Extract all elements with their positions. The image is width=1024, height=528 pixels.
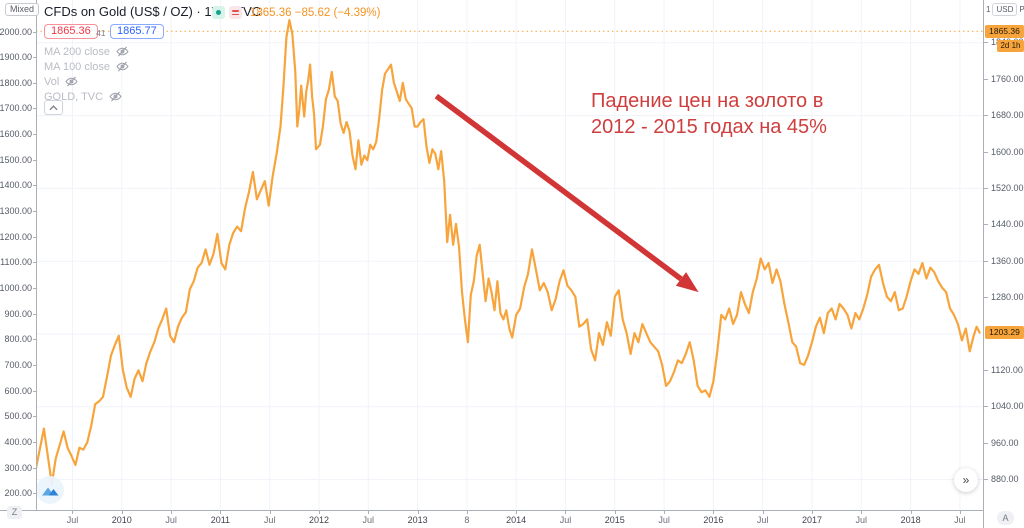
annotation-line-2: 2012 - 2015 годах на 45% [591, 116, 827, 138]
left-scale-tick-label: 200.00 [4, 488, 36, 499]
right-scale-tick-label: 1760.00 [984, 73, 1024, 84]
ma200-label: MA 200 close [44, 45, 111, 58]
legend-row-gold-overlay[interactable]: GOLD, TVC [44, 90, 122, 103]
symbol-title[interactable]: CFDs on Gold (US$ / OZ) · 1W · TVC [44, 4, 262, 19]
eye-hidden-icon[interactable] [116, 60, 129, 73]
annotation-line-1: Падение цен на золото в [591, 90, 824, 112]
right-scale-tick-label: 1600.00 [984, 146, 1024, 157]
axis-top-prefix: 1 [986, 5, 991, 14]
legend-row-ma100[interactable]: MA 100 close [44, 60, 129, 73]
ma100-label: MA 100 close [44, 60, 111, 73]
scroll-to-realtime-button[interactable]: » [954, 468, 978, 492]
right-scale-tick-label: 1120.00 [984, 364, 1023, 375]
chevron-up-icon [49, 104, 58, 110]
market-status-icon [212, 6, 225, 19]
eye-hidden-icon[interactable] [109, 90, 122, 103]
left-scale-tick-label: 1600.00 [0, 129, 36, 140]
sell-price-button[interactable]: 1865.36 [44, 24, 98, 39]
right-scale-tick-label: 1040.00 [984, 401, 1024, 412]
right-price-scale[interactable]: 1 USD P 1865.36 2d 1h 1203.29 1840.00176… [983, 0, 1024, 528]
legend-row-ma200[interactable]: MA 200 close [44, 45, 129, 58]
currency-toggle-button[interactable]: USD [992, 3, 1018, 16]
time-scale-tick-label: 2018 [894, 511, 928, 525]
quote-change-pct: (−4.39%) [333, 7, 381, 19]
current-price-badge: 1865.36 [985, 24, 1024, 38]
time-scale-tick-label: 2014 [499, 511, 533, 525]
volume-label: Vol [44, 75, 60, 88]
right-scale-tick-label: 1360.00 [984, 255, 1024, 266]
right-scale-tick-label: 880.00 [984, 474, 1019, 485]
left-scale-tick-label: 1100.00 [0, 257, 36, 268]
gold-overlay-label: GOLD, TVC [44, 90, 104, 103]
left-scale-tick-label: 600.00 [4, 385, 36, 396]
right-scale-tick-label: 1440.00 [984, 219, 1024, 230]
left-scale-tick-label: 1000.00 [0, 283, 36, 294]
last-value-badge: 1203.29 [985, 326, 1024, 339]
axis-currency-cluster: 1 USD P [986, 3, 1024, 16]
left-scale-tick-label: 1400.00 [0, 180, 36, 191]
time-scale-tick-label: Jul [253, 511, 287, 525]
eye-hidden-icon[interactable] [116, 45, 129, 58]
time-scale-tick-label: 8 [450, 511, 484, 525]
time-scale-tick-label: 2016 [696, 511, 730, 525]
time-scale-tick-label: 2013 [401, 511, 435, 525]
time-scale-tick-label: 2017 [795, 511, 829, 525]
time-scale-tick-label: Jul [351, 511, 385, 525]
scale-mode-badge[interactable]: Mixed [5, 3, 40, 16]
left-scale-tick-label: 400.00 [4, 437, 36, 448]
left-scale-tick-label: 500.00 [4, 411, 36, 422]
left-price-scale[interactable]: 2000.00 1900.00 1800.00 1700.00 1600.00 1500.… [0, 0, 37, 510]
auto-scale-button[interactable]: A [997, 511, 1014, 525]
time-scale-tick-label: 2010 [105, 511, 139, 525]
axis-top-suffix: P [1019, 5, 1024, 14]
bar-countdown-badge: 2d 1h [997, 39, 1024, 52]
time-scale-tick-label: Jul [943, 511, 977, 525]
time-scale-tick-label: Jul [647, 511, 681, 525]
right-scale-tick-label: 1520.00 [984, 182, 1024, 193]
time-scale-tick-label: Jul [746, 511, 780, 525]
left-scale-tick-label: 1500.00 [0, 154, 36, 165]
spread-value: 41 [96, 28, 106, 38]
time-scale-tick-label: 2012 [302, 511, 336, 525]
right-scale-tick-label: 1680.00 [984, 110, 1024, 121]
left-scale-tick-label: 2000.00 [0, 26, 36, 37]
annotation-text: Падение цен на золото в 2012 - 2015 года… [591, 88, 827, 140]
tradingview-logo-button[interactable] [36, 476, 64, 504]
legend-collapse-button[interactable] [44, 100, 63, 115]
left-scale-tick-label: 1700.00 [0, 103, 36, 114]
time-scale-tick-label: Jul [844, 511, 878, 525]
eye-hidden-icon[interactable] [65, 75, 78, 88]
left-scale-tick-label: 300.00 [4, 462, 36, 473]
quote-text: 1865.36 −85.62 (−4.39%) [250, 7, 380, 19]
left-scale-tick-label: 800.00 [4, 334, 36, 345]
time-scale-tick-label: 2011 [203, 511, 237, 525]
right-scale-tick-label: 960.00 [984, 437, 1019, 448]
price-chart-canvas[interactable] [36, 0, 983, 510]
time-scale[interactable]: Jul 2010 Jul 2011 Jul 2012 Jul 2013 8 2014 Jul 2015… [0, 510, 1024, 528]
time-scale-tick-label: 2015 [598, 511, 632, 525]
time-scale-tick-label: Jul [55, 511, 89, 525]
timezone-button[interactable]: Z [7, 506, 22, 519]
quote-change: −85.62 [294, 7, 331, 19]
chart-plot-area: Падение цен на золото в 2012 - 2015 года… [36, 0, 983, 510]
left-scale-tick-label: 1900.00 [0, 52, 36, 63]
legend-row-volume[interactable]: Vol [44, 75, 78, 88]
time-scale-tick-label: Jul [548, 511, 582, 525]
time-scale-tick-label: Jul [154, 511, 188, 525]
buy-price-button[interactable]: 1865.77 [110, 24, 164, 39]
data-delay-icon [229, 6, 242, 19]
left-scale-tick-label: 900.00 [4, 308, 36, 319]
left-scale-tick-label: 1300.00 [0, 206, 36, 217]
left-scale-tick-label: 1800.00 [0, 77, 36, 88]
quote-last: 1865.36 [250, 7, 292, 19]
mountains-photo-icon [42, 487, 59, 496]
left-scale-tick-label: 1200.00 [0, 231, 36, 242]
right-scale-tick-label: 1280.00 [984, 292, 1024, 303]
left-scale-tick-label: 700.00 [4, 360, 36, 371]
